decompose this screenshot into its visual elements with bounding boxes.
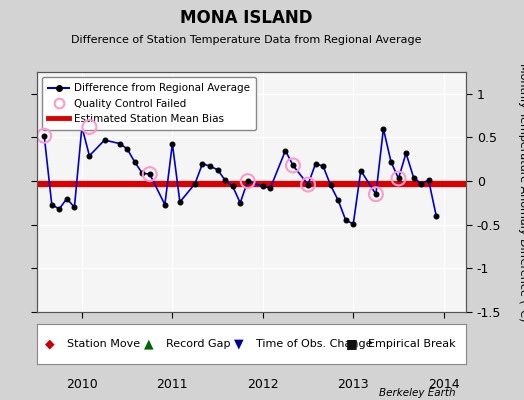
Text: Time of Obs. Change: Time of Obs. Change bbox=[256, 339, 373, 349]
Point bbox=[85, 124, 94, 130]
Point bbox=[289, 162, 297, 168]
Text: 2010: 2010 bbox=[66, 378, 98, 391]
Text: ■: ■ bbox=[346, 338, 358, 350]
Text: ▲: ▲ bbox=[144, 338, 154, 350]
Y-axis label: Monthly Temperature Anomaly Difference (°C): Monthly Temperature Anomaly Difference (… bbox=[518, 63, 524, 321]
Text: 2013: 2013 bbox=[337, 378, 369, 391]
Text: Record Gap: Record Gap bbox=[166, 339, 230, 349]
Point bbox=[40, 132, 48, 139]
Text: ▼: ▼ bbox=[234, 338, 244, 350]
Point bbox=[146, 171, 154, 177]
Text: Station Move: Station Move bbox=[67, 339, 140, 349]
Text: 2012: 2012 bbox=[247, 378, 279, 391]
Text: 2014: 2014 bbox=[428, 378, 460, 391]
Text: 2011: 2011 bbox=[157, 378, 188, 391]
Text: Empirical Break: Empirical Break bbox=[367, 339, 455, 349]
Point bbox=[372, 191, 380, 197]
Text: Difference of Station Temperature Data from Regional Average: Difference of Station Temperature Data f… bbox=[71, 35, 421, 45]
Point bbox=[244, 178, 252, 184]
Legend: Difference from Regional Average, Quality Control Failed, Estimated Station Mean: Difference from Regional Average, Qualit… bbox=[42, 77, 256, 130]
Text: ◆: ◆ bbox=[45, 338, 55, 350]
Point bbox=[395, 175, 403, 182]
Text: MONA ISLAND: MONA ISLAND bbox=[180, 9, 312, 27]
Point bbox=[304, 181, 312, 188]
Text: Berkeley Earth: Berkeley Earth bbox=[379, 388, 456, 398]
